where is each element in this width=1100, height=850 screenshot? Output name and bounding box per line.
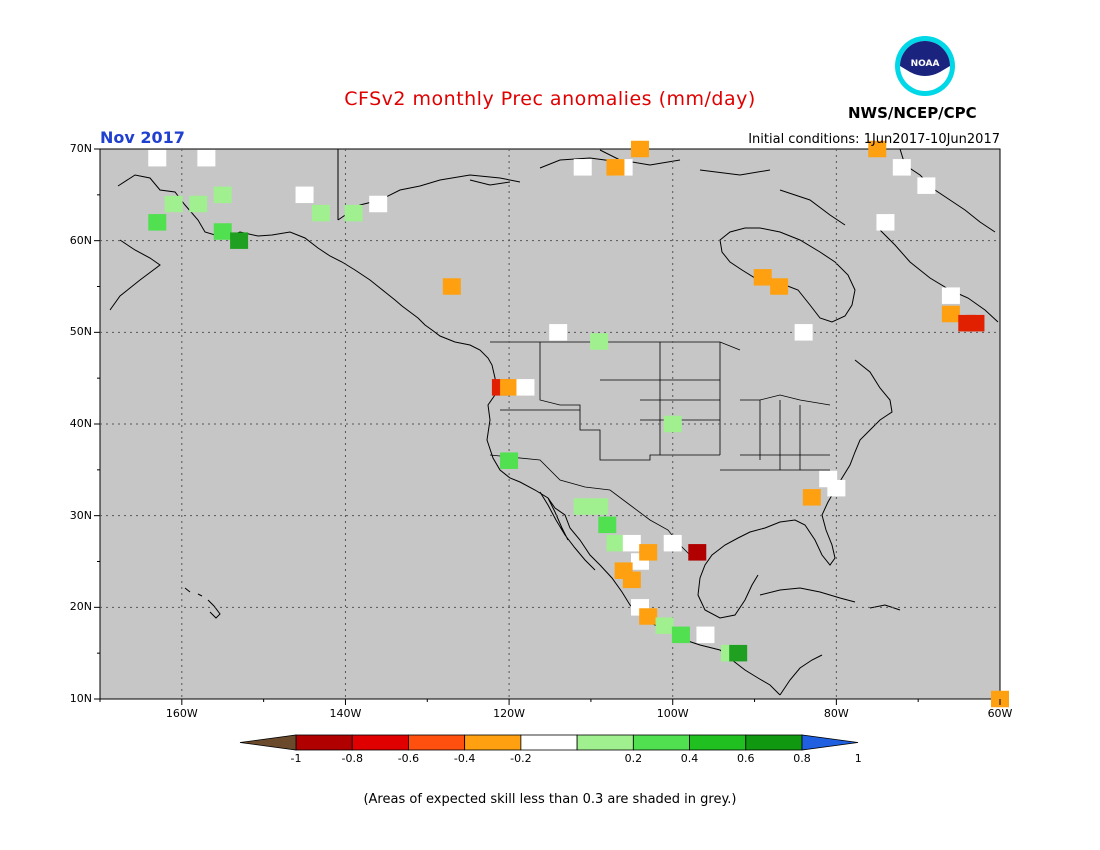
anomaly-cell xyxy=(573,498,592,515)
anomaly-cell xyxy=(941,305,960,323)
anomaly-cells xyxy=(148,140,1009,708)
colorbar xyxy=(239,734,859,751)
colorbar-segment xyxy=(745,734,803,751)
chart-title: CFSv2 monthly Prec anomalies (mm/day) xyxy=(344,88,756,110)
anomaly-cell xyxy=(794,324,813,341)
anomaly-cell xyxy=(868,140,887,158)
anomaly-cell xyxy=(671,626,690,644)
colorbar-segment xyxy=(576,734,634,751)
noaa-logo-text: NOAA xyxy=(911,59,940,69)
anomaly-cell xyxy=(295,186,314,204)
colorbar-segment xyxy=(520,734,578,751)
colorbar-segment xyxy=(689,734,747,751)
anomaly-cell xyxy=(729,644,748,662)
anomaly-cell xyxy=(688,544,707,561)
anomaly-cell xyxy=(917,177,936,194)
anomaly-cell xyxy=(941,287,960,304)
anomaly-cell xyxy=(148,149,167,167)
anomaly-cell xyxy=(344,204,363,222)
anomaly-cell xyxy=(876,214,895,231)
colorbar-arrow-high xyxy=(801,734,859,751)
anomaly-cell xyxy=(549,324,568,341)
anomaly-cell xyxy=(663,415,682,433)
anomaly-cell xyxy=(148,214,167,231)
anomaly-cell xyxy=(213,223,232,240)
anomaly-cell xyxy=(802,489,821,506)
axis-ticks xyxy=(94,148,1001,705)
anomaly-cell xyxy=(966,314,985,332)
anomaly-cell xyxy=(189,195,208,213)
colorbar-segment xyxy=(295,734,353,751)
forecast-month: Nov 2017 xyxy=(100,128,185,147)
anomaly-cell xyxy=(230,232,249,249)
anomaly-cell xyxy=(369,195,388,213)
anomaly-cell xyxy=(606,159,625,176)
colorbar-segment xyxy=(408,734,466,751)
anomaly-cell xyxy=(164,195,183,213)
noaa-logo-bird xyxy=(900,41,950,76)
anomaly-cell xyxy=(442,278,461,295)
anomaly-cell xyxy=(631,140,649,158)
colorbar-segment xyxy=(464,734,522,751)
anomaly-cell xyxy=(892,159,911,176)
colorbar-segment xyxy=(632,734,690,751)
anomaly-cell xyxy=(696,626,715,644)
anomaly-cell xyxy=(311,204,330,222)
political-boundaries xyxy=(489,341,831,556)
anomaly-cell xyxy=(573,159,592,176)
anomaly-cell xyxy=(622,571,641,589)
anomaly-cell xyxy=(590,498,609,515)
anomaly-cell xyxy=(770,278,789,295)
anomaly-cell xyxy=(197,149,216,167)
anomaly-cell xyxy=(598,516,617,534)
anomaly-cell xyxy=(590,333,609,350)
colorbar-arrow-low xyxy=(239,734,297,751)
anomaly-cell xyxy=(827,479,846,497)
anomaly-cell xyxy=(622,534,641,552)
anomaly-cell xyxy=(753,269,772,286)
anomaly-cell xyxy=(516,379,535,396)
anomaly-cell xyxy=(655,617,674,634)
anomaly-cell xyxy=(500,379,519,396)
anomaly-cell xyxy=(639,608,658,625)
anomaly-cell xyxy=(213,186,232,204)
colorbar-segment xyxy=(351,734,409,751)
initial-conditions: Initial conditions: 1Jun2017-10Jun2017 xyxy=(748,132,1000,147)
anomaly-cell xyxy=(639,544,658,561)
noaa-logo: NOAA xyxy=(895,36,955,96)
skill-footnote: (Areas of expected skill less than 0.3 a… xyxy=(363,792,737,807)
agency-label: NWS/NCEP/CPC xyxy=(848,104,977,122)
anomaly-cell xyxy=(606,534,625,552)
anomaly-cell xyxy=(500,452,519,469)
anomaly-cell xyxy=(663,534,682,552)
